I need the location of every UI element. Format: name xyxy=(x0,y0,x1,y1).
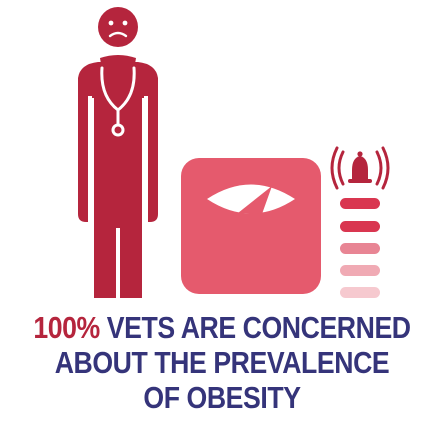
headline-line-2: ABOUT THE PREVALENCE xyxy=(54,345,390,380)
headline-highlight: 100% xyxy=(33,310,100,345)
stethoscope-icon xyxy=(100,66,136,137)
headline-line-3: OF OBESITY xyxy=(143,380,301,415)
alarm-bell-icon xyxy=(330,146,390,190)
vet-figure-icon xyxy=(78,7,158,300)
weighing-scale-icon xyxy=(181,158,321,294)
sad-face-icon xyxy=(98,7,138,47)
headline-line-1-rest: VETS ARE CONCERNED xyxy=(99,310,411,345)
headline-line-1: 100% VETS ARE CONCERNED xyxy=(31,311,413,345)
vet-obesity-illustration xyxy=(78,7,390,300)
level-meter-icon xyxy=(340,198,380,298)
